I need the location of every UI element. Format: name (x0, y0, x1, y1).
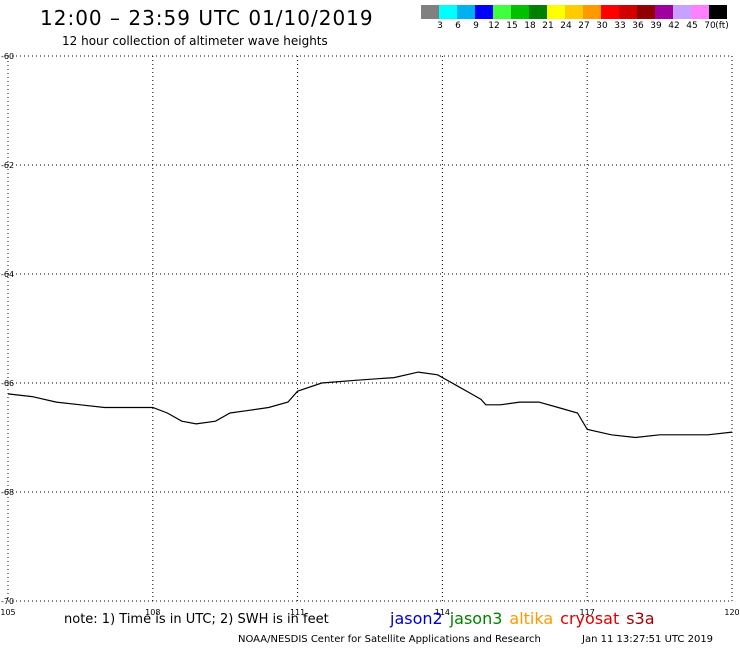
legend-label: 6 (455, 21, 461, 31)
lat-tick-label: -66 (1, 379, 14, 388)
legend-swatch (583, 5, 601, 19)
legend-label: 27 (578, 21, 590, 31)
satellite-label: s3a (626, 609, 655, 628)
legend-label: 21 (542, 21, 554, 31)
legend-swatch (529, 5, 547, 19)
lat-tick-label: -60 (1, 52, 14, 61)
satellite-legend: jason2 jason3 altika cryosat s3a (390, 609, 662, 628)
legend-label: 39 (650, 21, 662, 31)
wave-height-legend: 3 6 9 12 15 18 21 24 27 30 33 36 39 42 45 70 (ft) (421, 5, 740, 37)
map-ticks: 105 108 111 114 117 120 -60 -62 -64 -66 -68 -70 (0, 52, 739, 617)
satellite-label: jason3 (449, 609, 503, 628)
page-subtitle: 12 hour collection of altimeter wave hei… (62, 34, 328, 48)
satellite-label: altika (509, 609, 554, 628)
lon-tick-label: 120 (724, 608, 739, 617)
legend-swatch (457, 5, 475, 19)
antarctic-coastline (7, 371, 733, 439)
legend-swatch (601, 5, 619, 19)
legend-swatch (619, 5, 637, 19)
legend-swatch (511, 5, 529, 19)
legend-label: 24 (560, 21, 572, 31)
timestamp: Jan 11 13:27:51 UTC 2019 (582, 634, 714, 645)
legend-label: 36 (632, 21, 644, 31)
legend-unit: (ft) (715, 21, 729, 31)
legend-swatch (673, 5, 691, 19)
lat-tick-label: -68 (1, 488, 14, 497)
legend-label: 30 (596, 21, 608, 31)
lon-tick-label: 114 (435, 608, 450, 617)
legend-label: 18 (524, 21, 536, 31)
legend-swatch (655, 5, 673, 19)
legend-swatch (421, 5, 439, 19)
legend-label: 45 (686, 21, 698, 31)
lon-tick-label: 108 (145, 608, 160, 617)
legend-swatch (709, 5, 727, 19)
legend-labels: 3 6 9 12 15 18 21 24 27 30 33 36 39 42 45 70 (ft) (421, 19, 740, 33)
satellite-label: jason2 (390, 609, 443, 628)
legend-label: 70 (704, 21, 716, 31)
legend-swatches (421, 5, 740, 19)
legend-label: 15 (506, 21, 518, 31)
legend-swatch (691, 5, 709, 19)
legend-label: 3 (437, 21, 443, 31)
legend-swatch (475, 5, 493, 19)
lat-tick-label: -70 (1, 597, 14, 606)
legend-label: 9 (473, 21, 479, 31)
lon-tick-label: 117 (580, 608, 595, 617)
map-grid (7, 55, 733, 602)
lon-tick-label: 111 (290, 608, 305, 617)
legend-label: 42 (668, 21, 680, 31)
map-frame (7, 55, 733, 602)
legend-swatch (493, 5, 511, 19)
satellite-label: cryosat (560, 609, 620, 628)
footer-note: note: 1) Time is in UTC; 2) SWH is in fe… (64, 612, 329, 627)
lon-tick-label: 105 (0, 608, 15, 617)
legend-swatch (565, 5, 583, 19)
legend-swatch (547, 5, 565, 19)
legend-label: 33 (614, 21, 626, 31)
legend-swatch (439, 5, 457, 19)
legend-swatch (637, 5, 655, 19)
lat-tick-label: -62 (1, 161, 14, 170)
lat-tick-label: -64 (1, 270, 14, 279)
coastline-layer (7, 371, 733, 439)
legend-label: 12 (488, 21, 500, 31)
page-title: 12:00 – 23:59 UTC 01/10/2019 (40, 6, 374, 30)
credit-line: NOAA/NESDIS Center for Satellite Applica… (238, 634, 541, 645)
